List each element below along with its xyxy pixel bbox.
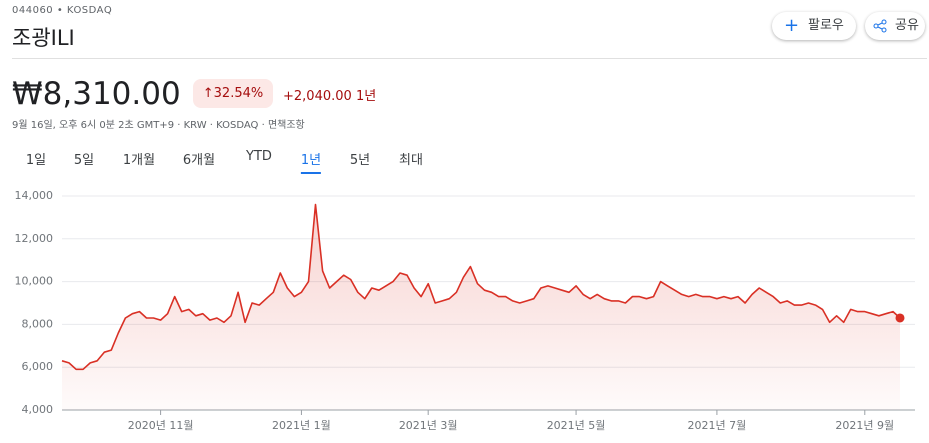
divider (12, 58, 927, 59)
area-fill (62, 204, 900, 410)
y-tick-label: 8,000 (22, 317, 54, 330)
x-tick-label: 2021년 1월 (272, 419, 331, 432)
change-period: 1년 (355, 89, 377, 104)
chart: 4,000 6,000 8,000 10,000 12,000 14,000 2020년 1… (15, 189, 915, 432)
change-amount: +2,040.00 1년 (283, 85, 376, 104)
last-point (895, 313, 905, 323)
y-tick-label: 12,000 (15, 232, 54, 245)
quote-meta: 9월 16일, 오후 6시 0분 2초 GMT+9 · KRW · KOSDAQ… (12, 120, 305, 131)
x-tick-label: 2021년 3월 (399, 419, 458, 432)
y-tick-label: 10,000 (15, 275, 54, 288)
ticker: 044060 • KOSDAQ (12, 5, 113, 16)
share-button[interactable]: 공유 (865, 12, 925, 40)
range-tab[interactable]: YTD (246, 149, 272, 164)
change-percent: 32.54% (213, 86, 264, 101)
x-tick-label: 2021년 7월 (688, 419, 747, 432)
y-tick-label: 4,000 (22, 403, 54, 416)
x-tick-label: 2021년 5월 (547, 419, 606, 432)
price-line (61, 203, 901, 371)
change-badge: ↑32.54% (193, 79, 273, 108)
share-label: 공유 (895, 18, 919, 33)
change-value: +2,040.00 (283, 89, 352, 104)
range-tab[interactable]: 5년 (349, 153, 371, 168)
follow-label: 팔로우 (808, 18, 844, 33)
follow-button[interactable]: + 팔로우 (772, 12, 856, 40)
y-tick-label: 6,000 (22, 360, 54, 373)
price: ₩8,310.00 (12, 76, 181, 112)
range-tab[interactable]: 1년 (300, 149, 322, 174)
range-tab[interactable]: 최대 (399, 153, 423, 168)
range-tab[interactable]: 1개월 (122, 153, 156, 168)
x-tick-label: 2020년 11월 (128, 419, 194, 432)
y-tick-label: 14,000 (15, 189, 54, 202)
arrow-up-icon: ↑ (202, 86, 214, 101)
stock-name: 조광ILI (12, 26, 75, 50)
x-tick-label: 2021년 9월 (835, 419, 894, 432)
range-tab[interactable]: 5일 (73, 153, 95, 168)
range-tab[interactable]: 6개월 (182, 153, 216, 168)
range-tab[interactable]: 1일 (25, 153, 47, 168)
share-icon (873, 19, 887, 33)
